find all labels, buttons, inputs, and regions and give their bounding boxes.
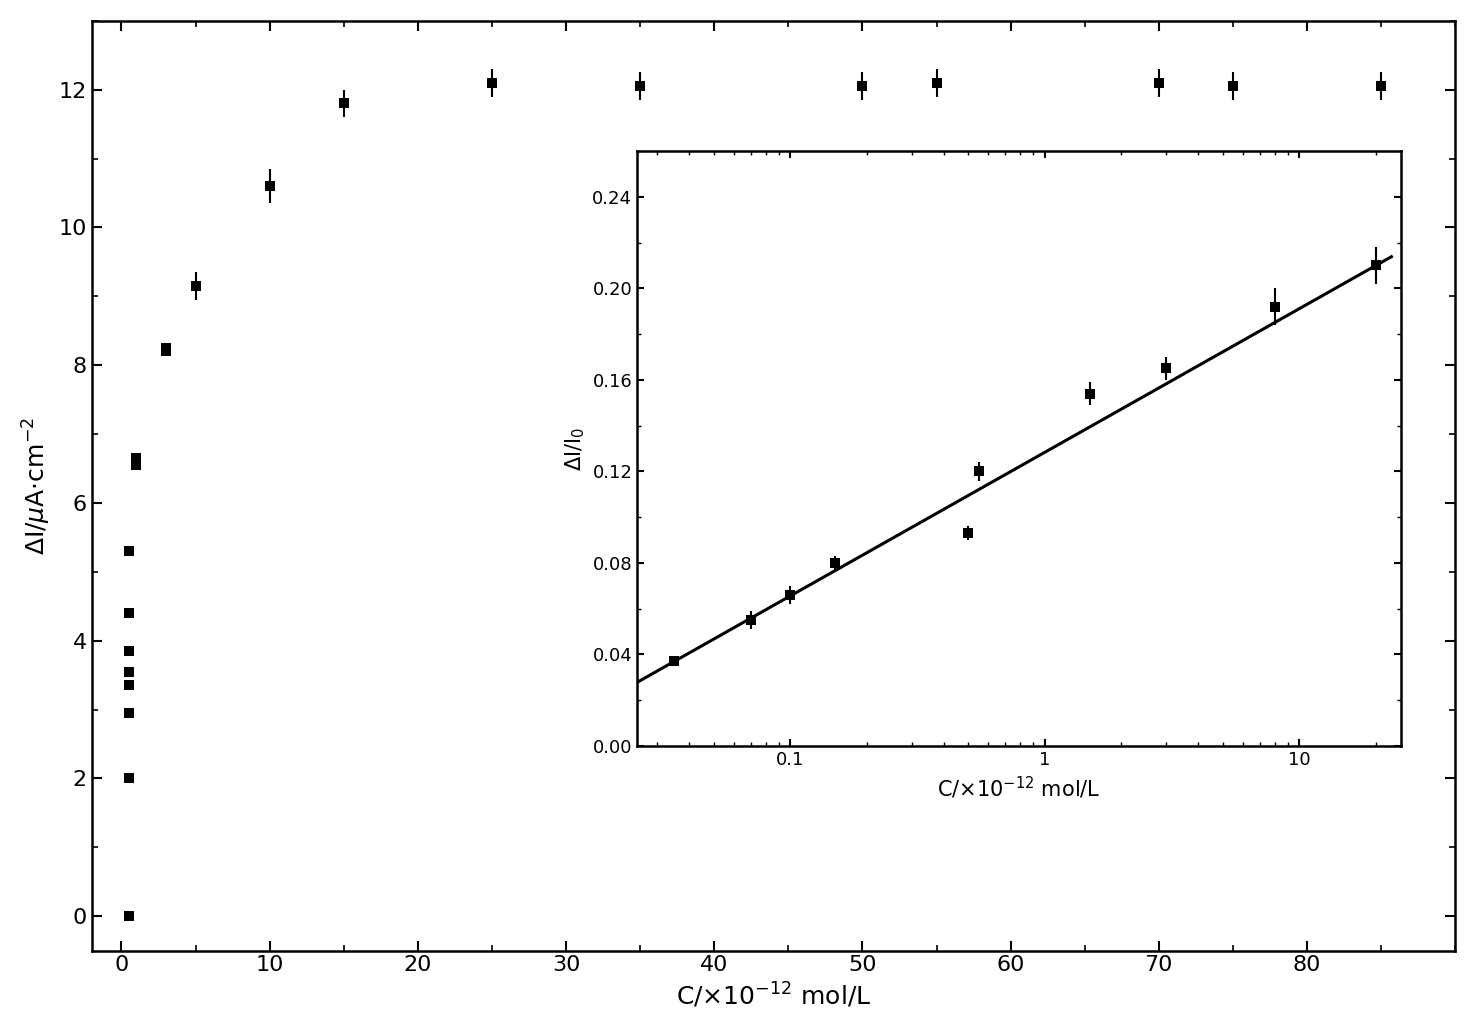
Y-axis label: $\Delta$I/$\mu$A$\cdot$cm$^{-2}$: $\Delta$I/$\mu$A$\cdot$cm$^{-2}$ bbox=[21, 417, 53, 555]
X-axis label: C/$\times$10$^{-12}$ mol/L: C/$\times$10$^{-12}$ mol/L bbox=[676, 980, 871, 1010]
